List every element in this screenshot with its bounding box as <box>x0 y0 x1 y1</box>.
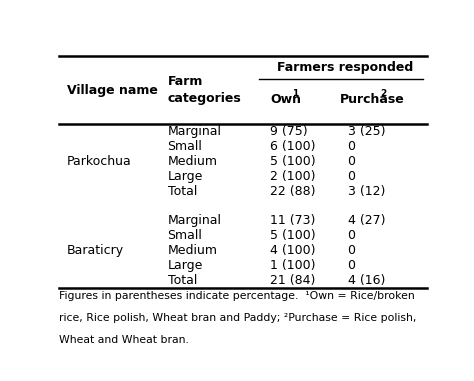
Text: Small: Small <box>168 229 202 242</box>
Text: Own: Own <box>271 93 301 107</box>
Text: rice, Rice polish, Wheat bran and Paddy; ²Purchase = Rice polish,: rice, Rice polish, Wheat bran and Paddy;… <box>59 313 417 323</box>
Text: Total: Total <box>168 274 197 287</box>
Text: 6 (100): 6 (100) <box>271 140 316 153</box>
Text: 4 (100): 4 (100) <box>271 244 316 257</box>
Text: Baraticry: Baraticry <box>66 244 124 257</box>
Text: Farm
categories: Farm categories <box>168 75 241 105</box>
Text: Parkochua: Parkochua <box>66 155 131 168</box>
Text: 21 (84): 21 (84) <box>271 274 316 287</box>
Text: Small: Small <box>168 140 202 153</box>
Text: Large: Large <box>168 170 203 183</box>
Text: Marginal: Marginal <box>168 215 222 227</box>
Text: Purchase: Purchase <box>340 93 405 107</box>
Text: 5 (100): 5 (100) <box>271 229 316 242</box>
Text: 0: 0 <box>347 244 356 257</box>
Text: 0: 0 <box>347 155 356 168</box>
Text: 3 (25): 3 (25) <box>347 125 385 138</box>
Text: 0: 0 <box>347 170 356 183</box>
Text: Total: Total <box>168 185 197 198</box>
Text: 22 (88): 22 (88) <box>271 185 316 198</box>
Text: 0: 0 <box>347 259 356 272</box>
Text: Village name: Village name <box>66 83 157 97</box>
Text: 9 (75): 9 (75) <box>271 125 308 138</box>
Text: 5 (100): 5 (100) <box>271 155 316 168</box>
Text: Figures in parentheses indicate percentage.  ¹Own = Rice/broken: Figures in parentheses indicate percenta… <box>59 291 415 301</box>
Text: Large: Large <box>168 259 203 272</box>
Text: Wheat and Wheat bran.: Wheat and Wheat bran. <box>59 335 189 345</box>
Text: 1: 1 <box>292 89 298 98</box>
Text: Farmers responded: Farmers responded <box>277 61 413 74</box>
Text: 2: 2 <box>380 89 386 98</box>
Text: 4 (27): 4 (27) <box>347 215 385 227</box>
Text: 11 (73): 11 (73) <box>271 215 316 227</box>
Text: Marginal: Marginal <box>168 125 222 138</box>
Text: 3 (12): 3 (12) <box>347 185 385 198</box>
Text: 2 (100): 2 (100) <box>271 170 316 183</box>
Text: 0: 0 <box>347 140 356 153</box>
Text: Medium: Medium <box>168 155 218 168</box>
Text: 0: 0 <box>347 229 356 242</box>
Text: Medium: Medium <box>168 244 218 257</box>
Text: 1 (100): 1 (100) <box>271 259 316 272</box>
Text: 4 (16): 4 (16) <box>347 274 385 287</box>
